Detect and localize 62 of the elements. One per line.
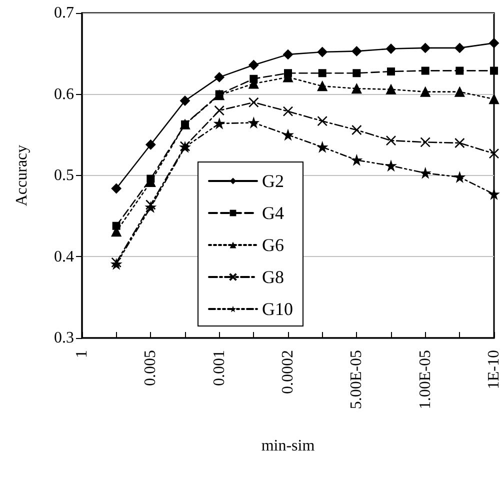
point	[317, 142, 328, 152]
point	[248, 60, 259, 70]
y-tick-label: 0.6	[54, 86, 74, 103]
point	[386, 44, 396, 54]
point	[386, 160, 396, 171]
x-tick-label: 5.00E-05	[348, 350, 366, 410]
x-tick-label: 0.001	[210, 350, 228, 386]
point	[352, 84, 362, 94]
point	[421, 66, 430, 75]
point	[386, 135, 396, 146]
point	[146, 202, 156, 212]
point	[352, 155, 362, 166]
point	[456, 66, 464, 75]
point	[317, 116, 328, 126]
point	[317, 47, 328, 57]
y-tick-label: 0.3	[54, 330, 74, 346]
point	[489, 94, 499, 104]
point	[386, 84, 396, 94]
x-tick-label: 1E-10	[486, 350, 502, 390]
point	[283, 49, 293, 60]
legend-label: G6	[262, 235, 284, 255]
point	[490, 66, 498, 75]
point	[214, 118, 224, 128]
point	[454, 42, 465, 53]
point	[282, 106, 294, 116]
point	[489, 38, 499, 48]
y-tick-label: 0.4	[54, 248, 74, 266]
point	[111, 184, 122, 194]
point	[352, 124, 362, 136]
x-tick-label: 1.00E-05	[416, 350, 434, 410]
x-tick-label: 0.0002	[280, 350, 296, 394]
point	[387, 68, 395, 76]
point	[454, 86, 465, 97]
x-axis-title: min-sim	[261, 438, 316, 454]
point	[318, 69, 326, 78]
point	[248, 118, 259, 128]
point	[488, 148, 500, 159]
point	[317, 81, 328, 92]
point	[420, 86, 430, 97]
point	[420, 42, 430, 53]
y-tick-label: 0.7	[54, 4, 74, 22]
point	[283, 130, 293, 140]
point	[352, 46, 362, 56]
point	[420, 168, 430, 178]
point	[454, 172, 465, 182]
legend-label: G8	[262, 267, 284, 287]
point	[146, 140, 156, 150]
point	[489, 189, 499, 200]
point	[352, 69, 361, 78]
y-tick-label: 0.5	[54, 167, 74, 184]
x-tick-label: 1	[74, 350, 90, 358]
point	[420, 137, 430, 148]
point	[214, 105, 224, 116]
legend-label: G2	[262, 171, 284, 191]
point	[180, 96, 190, 106]
legend-label: G10	[262, 299, 293, 319]
point	[214, 72, 224, 82]
legend-label: G4	[262, 203, 284, 223]
y-axis-title: Accuracy	[14, 144, 30, 206]
point	[454, 138, 465, 148]
x-tick-label: 0.005	[142, 350, 160, 386]
point	[248, 97, 259, 108]
